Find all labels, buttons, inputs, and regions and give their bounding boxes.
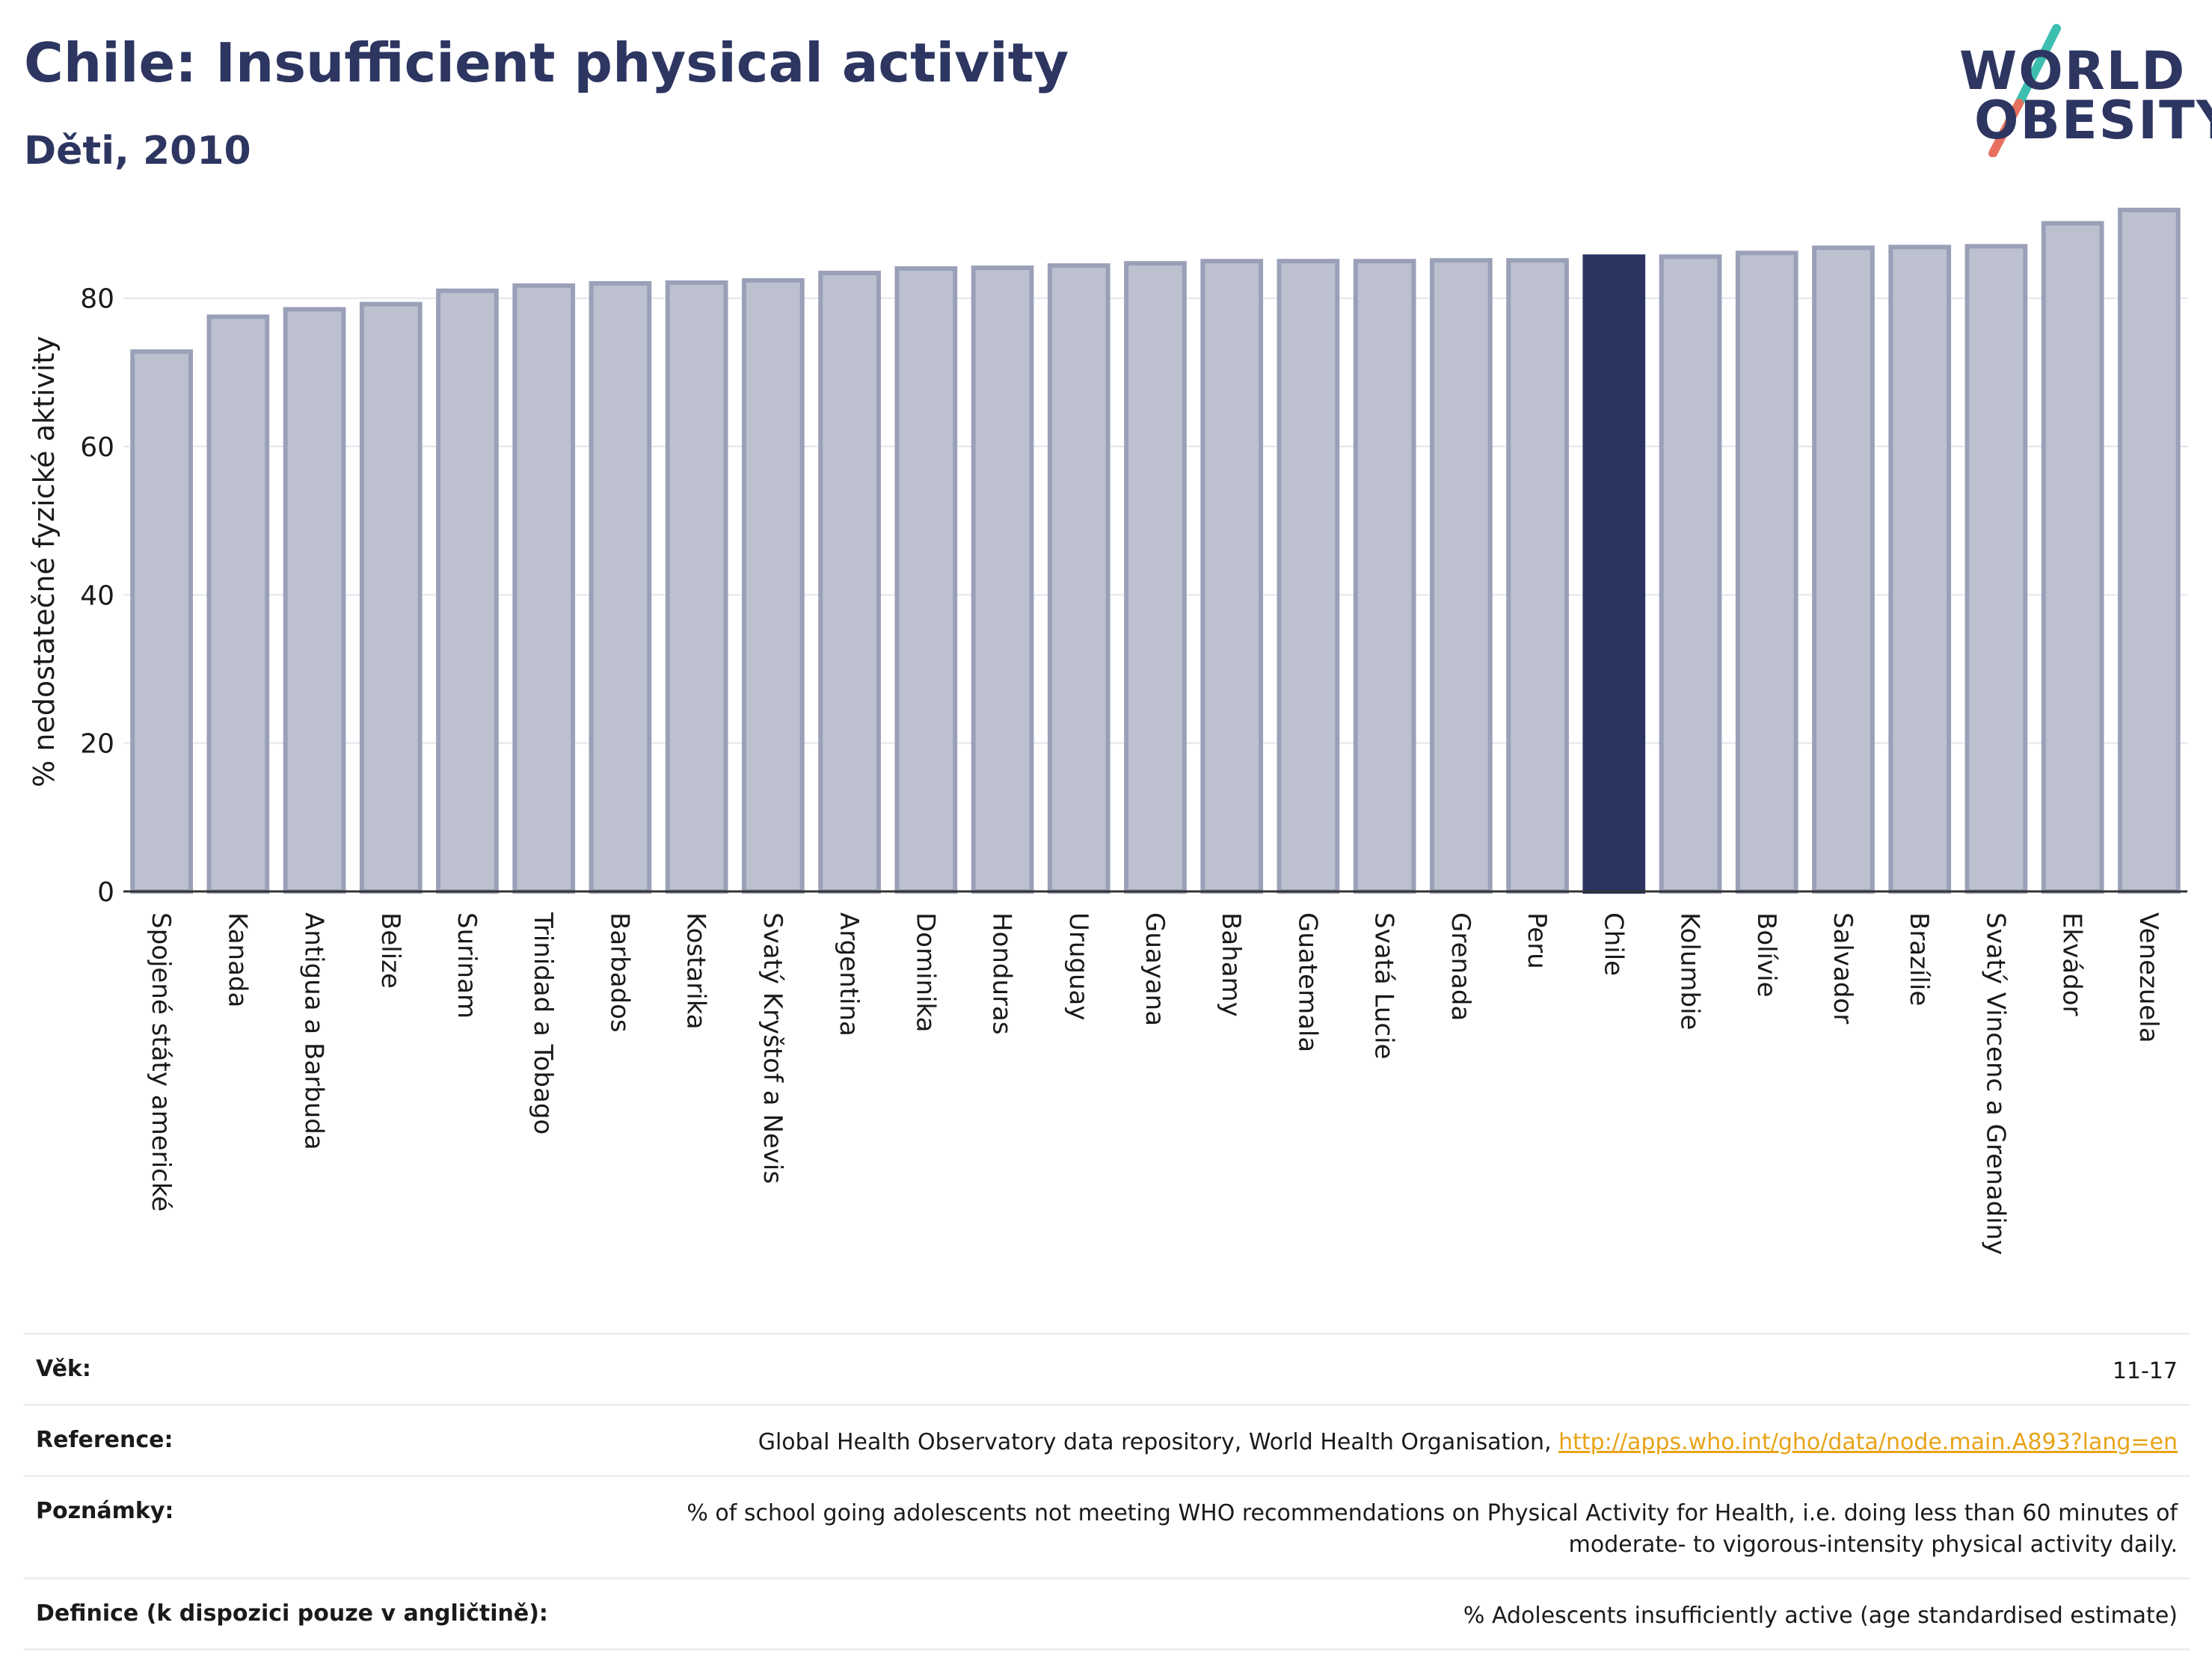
bar [894,266,958,894]
notes-line-1: % of school going adolescents not meetin… [686,1500,2178,1526]
bar [1888,245,1952,894]
world-obesity-logo: WORLD OBESITY [1952,22,2212,157]
y-axis-ticks: 0 20 40 60 80 [80,284,114,908]
bar [2118,207,2181,894]
bar [1276,259,1340,894]
bar [1735,251,1798,894]
bar-chart: 0 20 40 60 80 Spojené státy americké Kanada An… [28,207,2187,1255]
bar [2041,221,2104,894]
y-tick-label: 0 [97,877,114,908]
x-tick-label: Venezuela [2133,912,2163,1043]
bar [1430,258,1493,894]
y-tick-label: 20 [80,729,114,760]
y-tick-label: 60 [80,432,114,463]
x-tick-label: Guatemala [1292,912,1322,1052]
page-subtitle: Děti, 2010 [24,129,251,174]
y-tick-label: 80 [80,284,114,315]
reference-value: Global Health Observatory data repositor… [758,1427,2178,1458]
x-tick-label: Trinidad a Tobago [528,912,558,1134]
notes-label: Poznámky: [36,1498,174,1524]
reference-label: Reference: [36,1427,173,1453]
bar [206,314,270,894]
x-tick-label: Kolumbie [1675,912,1705,1030]
bar [1353,259,1416,894]
x-tick-label: Dominika [910,912,940,1032]
reference-text: Global Health Observatory data repositor… [758,1429,1559,1455]
x-tick-label: Surinam [452,912,482,1019]
x-tick-label: Barbados [604,912,634,1033]
x-tick-label: Ekvádor [2057,912,2087,1016]
bar [1506,258,1569,894]
x-tick-label: Svatý Kryštof a Nevis [758,912,787,1184]
x-tick-label: Bahamy [1216,912,1246,1017]
x-tick-label: Antigua a Barbuda [299,912,329,1150]
x-tick-label: Salvador [1828,912,1858,1024]
y-axis-label: % nedostatečné fyzické aktivity [28,336,61,787]
bar [359,301,423,894]
meta-row-age: Věk: 11-17 [24,1333,2190,1404]
y-tick-label: 40 [80,580,114,611]
x-tick-label: Bolívie [1751,912,1781,998]
x-tick-label: Guayana [1140,912,1170,1026]
bar [436,288,499,894]
bar [1964,244,2028,894]
bar [971,265,1034,894]
bar [1124,261,1187,894]
bar [130,349,193,894]
x-tick-label: Chile [1598,912,1628,976]
bar [512,283,576,894]
bar-highlight [1582,254,1646,894]
bar [283,307,346,894]
x-tick-label: Grenada [1446,912,1475,1021]
bar [1812,245,1875,894]
metadata-table: Věk: 11-17 Reference: Global Health Obse… [24,1333,2190,1651]
x-tick-label: Belize [375,912,405,989]
x-tick-label: Brazílie [1904,912,1934,1006]
x-tick-label: Kostarika [681,912,711,1030]
x-tick-label: Spojené státy americké [146,912,176,1212]
definition-value: % Adolescents insufficiently active (age… [1463,1603,2178,1629]
meta-row-notes: Poznámky: % of school going adolescents … [24,1475,2190,1577]
bar [589,280,652,894]
meta-row-definition: Definice (k dispozici pouze v angličtině… [24,1577,2190,1651]
meta-row-reference: Reference: Global Health Observatory dat… [24,1404,2190,1475]
x-tick-label: Svatá Lucie [1369,912,1399,1059]
bar [1047,263,1110,894]
definition-label: Definice (k dispozici pouze v angličtině… [36,1600,548,1627]
bar [665,280,728,894]
bar [1200,259,1264,894]
bar [1659,254,1722,894]
bars [130,207,2181,894]
notes-line-2: moderate- to vigorous-intensity physical… [1568,1532,2178,1558]
notes-value: % of school going adolescents not meetin… [686,1498,2178,1561]
logo-text-world: WORLD [1959,40,2187,102]
age-label: Věk: [36,1356,91,1382]
page-title: Chile: Insufficient physical activity [24,31,1069,94]
reference-link[interactable]: http://apps.who.int/gho/data/node.main.A… [1558,1429,2178,1455]
x-tick-label: Honduras [987,912,1017,1035]
age-value: 11-17 [2112,1358,2178,1384]
x-tick-label: Argentina [834,912,864,1037]
logo-slash-icon [1988,24,2061,157]
x-tick-label: Uruguay [1063,912,1093,1021]
logo-text-obesity: OBESITY [1974,90,2212,151]
bar [742,277,805,894]
x-tick-label: Kanada [222,912,252,1007]
x-tick-label: Peru [1522,912,1552,969]
x-tick-label: Svatý Vincenc a Grenadiny [1980,912,2010,1255]
bar [818,271,881,894]
x-axis-labels: Spojené státy americké Kanada Antigua a Ba… [146,912,2163,1255]
